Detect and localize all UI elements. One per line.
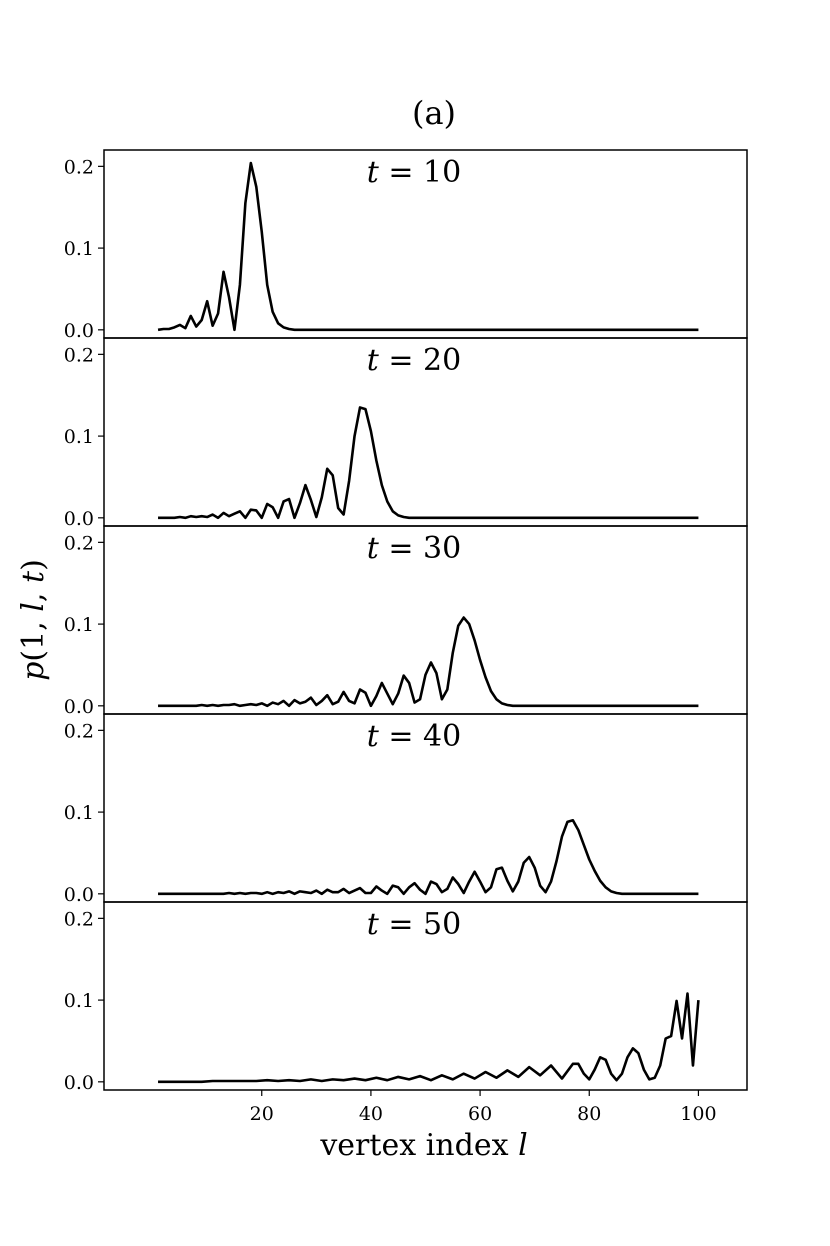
figure-title: (a) <box>412 94 456 132</box>
panel-3: 0.0 0.1 0.2 t = 30 <box>64 525 748 718</box>
x-tick-label: 80 <box>577 1103 601 1125</box>
y-tick-label: 0.2 <box>64 908 94 930</box>
panel-5: 0.0 0.1 0.2 t = 50 <box>64 901 748 1094</box>
x-axis-ticks: 20 40 60 80 100 <box>250 1090 717 1125</box>
panel-2: 0.0 0.1 0.2 t = 20 <box>64 337 748 530</box>
series-line-panel-1 <box>157 161 699 332</box>
x-axis-label: vertex index l <box>319 1128 527 1163</box>
series-line-panel-3 <box>158 616 699 708</box>
y-axis-label: p(1, l, t) <box>16 559 51 681</box>
y-tick-label: 0.2 <box>64 720 94 742</box>
y-tick-label: 0.2 <box>64 156 94 178</box>
series-line-panel-2 <box>158 406 699 520</box>
panel-1: 0.0 0.1 0.2 t = 10 <box>64 149 748 342</box>
x-tick-label: 40 <box>359 1103 383 1125</box>
y-tick-label: 0.1 <box>64 990 94 1012</box>
y-tick-label: 0.1 <box>64 802 94 824</box>
y-tick-label: 0.0 <box>64 884 94 906</box>
y-tick-label: 0.0 <box>64 1072 94 1094</box>
panel-title: t = 30 <box>367 531 461 566</box>
y-tick-label: 0.1 <box>64 614 94 636</box>
y-tick-label: 0.0 <box>64 696 94 718</box>
panel-frame <box>103 901 748 1091</box>
panels: 0.0 0.1 0.2 t = 10 0.0 0.1 0.2 t = 20 0.0 0.1 0.2 t… <box>64 149 748 1094</box>
x-tick-label: 60 <box>468 1103 492 1125</box>
x-tick-label: 100 <box>680 1103 716 1125</box>
y-tick-label: 0.1 <box>64 238 94 260</box>
series-line-panel-4 <box>158 818 699 896</box>
panel-title: t = 50 <box>367 907 461 942</box>
y-tick-label: 0.0 <box>64 508 94 530</box>
panel-title: t = 40 <box>367 719 461 754</box>
x-tick-label: 20 <box>250 1103 274 1125</box>
panel-title: t = 10 <box>367 155 461 190</box>
y-tick-label: 0.2 <box>64 532 94 554</box>
y-tick-label: 0.0 <box>64 320 94 342</box>
panel-title: t = 20 <box>367 343 461 378</box>
y-tick-label: 0.1 <box>64 426 94 448</box>
y-tick-label: 0.2 <box>64 344 94 366</box>
series-line-panel-5 <box>158 992 700 1084</box>
panel-4: 0.0 0.1 0.2 t = 40 <box>64 713 748 906</box>
